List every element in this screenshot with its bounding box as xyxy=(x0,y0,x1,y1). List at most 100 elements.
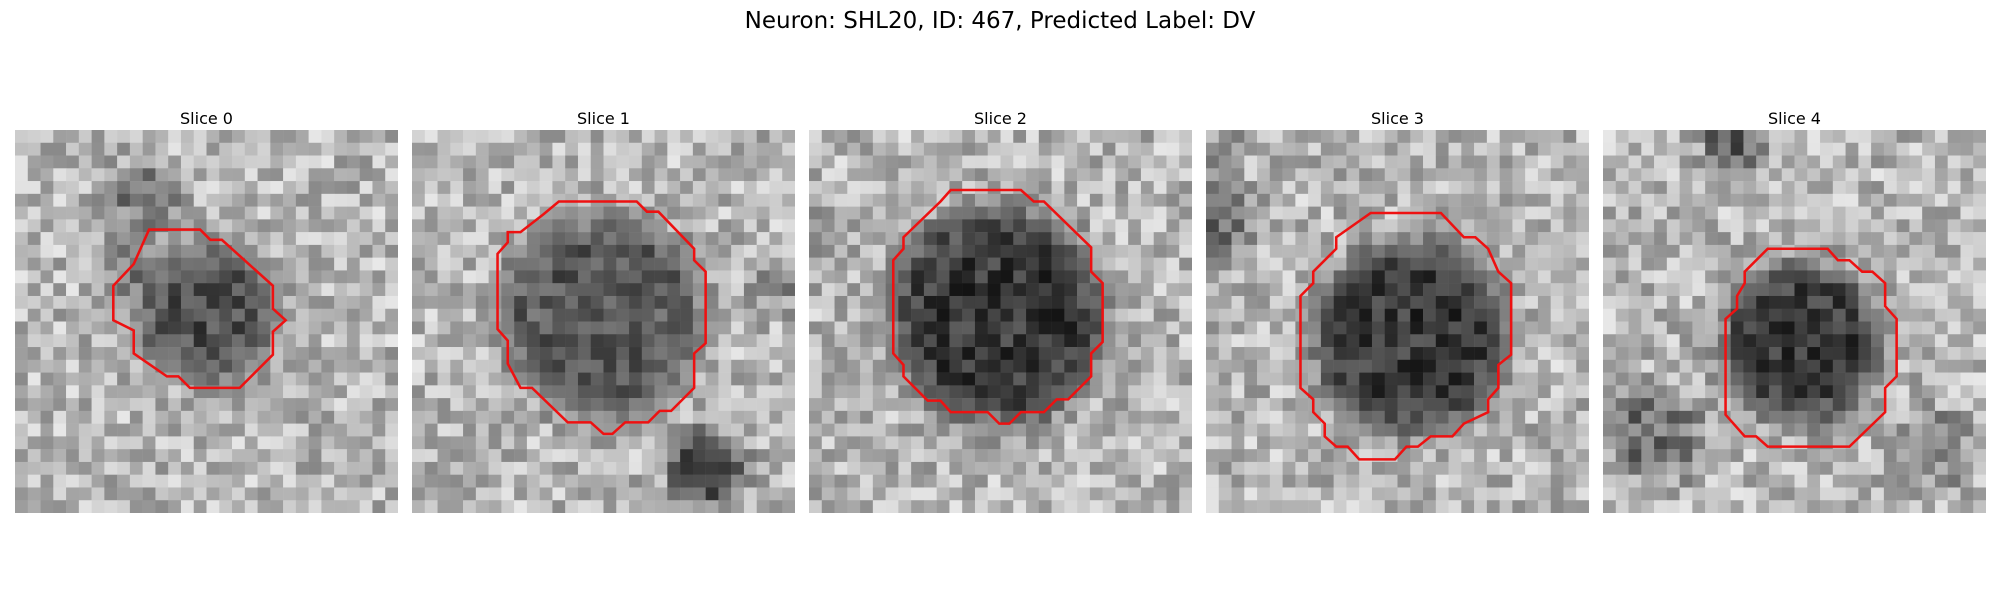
pixel xyxy=(1679,474,1693,488)
pixel xyxy=(1512,500,1526,513)
pixel xyxy=(78,398,92,412)
pixel xyxy=(1692,181,1706,195)
pixel xyxy=(1013,474,1027,488)
pixel xyxy=(1679,461,1693,475)
pixel xyxy=(40,142,54,156)
pixel xyxy=(1423,385,1437,399)
pixel xyxy=(1153,270,1167,284)
pixel xyxy=(1781,321,1795,335)
pixel xyxy=(654,142,668,156)
pixel xyxy=(1845,295,1859,309)
pixel xyxy=(385,295,398,309)
pixel xyxy=(1359,474,1373,488)
pixel xyxy=(603,449,617,463)
pixel xyxy=(78,270,92,284)
pixel xyxy=(475,385,489,399)
pixel xyxy=(731,181,745,195)
pixel xyxy=(91,410,105,424)
pixel xyxy=(1257,372,1271,386)
pixel xyxy=(15,487,29,501)
pixel xyxy=(654,232,668,246)
pixel xyxy=(501,398,515,412)
pixel xyxy=(129,461,143,475)
pixel xyxy=(206,398,220,412)
pixel xyxy=(680,372,694,386)
pixel xyxy=(1654,181,1668,195)
pixel xyxy=(731,257,745,271)
pixel xyxy=(1717,487,1731,501)
pixel xyxy=(1550,449,1564,463)
pixel xyxy=(232,436,246,450)
pixel xyxy=(885,155,899,169)
pixel xyxy=(680,334,694,348)
pixel xyxy=(1218,308,1232,322)
pixel xyxy=(346,385,360,399)
pixel xyxy=(1717,449,1731,463)
pixel xyxy=(1089,398,1103,412)
pixel xyxy=(1883,219,1897,233)
pixel xyxy=(860,410,874,424)
pixel xyxy=(1179,436,1192,450)
pixel xyxy=(1448,130,1462,144)
pixel xyxy=(1384,487,1398,501)
pixel xyxy=(1768,244,1782,258)
pixel xyxy=(308,308,322,322)
pixel xyxy=(1051,257,1065,271)
pixel xyxy=(334,449,348,463)
pixel xyxy=(1064,410,1078,424)
pixel xyxy=(244,155,258,169)
pixel xyxy=(1525,423,1539,437)
pixel xyxy=(1435,436,1449,450)
pixel xyxy=(1550,232,1564,246)
pixel xyxy=(1448,283,1462,297)
pixel xyxy=(1206,372,1220,386)
pixel xyxy=(1384,257,1398,271)
pixel xyxy=(1026,347,1040,361)
pixel xyxy=(692,410,706,424)
pixel xyxy=(1781,449,1795,463)
pixel xyxy=(577,206,591,220)
pixel xyxy=(756,500,770,513)
pixel xyxy=(1679,347,1693,361)
pixel xyxy=(1231,449,1245,463)
pixel xyxy=(1038,372,1052,386)
pixel xyxy=(1641,193,1655,207)
pixel xyxy=(1308,423,1322,437)
pixel xyxy=(1410,308,1424,322)
pixel xyxy=(1423,398,1437,412)
pixel xyxy=(321,219,335,233)
pixel xyxy=(1026,155,1040,169)
pixel xyxy=(987,232,1001,246)
pixel xyxy=(718,500,732,513)
pixel xyxy=(1820,461,1834,475)
pixel xyxy=(1756,423,1770,437)
pixel xyxy=(1717,130,1731,144)
pixel xyxy=(1153,168,1167,182)
pixel xyxy=(168,449,182,463)
pixel xyxy=(142,206,156,220)
pixel xyxy=(1179,130,1192,144)
pixel xyxy=(1051,219,1065,233)
pixel xyxy=(1909,142,1923,156)
pixel xyxy=(577,232,591,246)
pixel xyxy=(885,244,899,258)
pixel xyxy=(949,449,963,463)
pixel xyxy=(1743,372,1757,386)
pixel xyxy=(1934,398,1948,412)
pixel xyxy=(193,295,207,309)
pixel xyxy=(1153,206,1167,220)
pixel xyxy=(1435,270,1449,284)
pixel xyxy=(372,461,386,475)
pixel xyxy=(1000,168,1014,182)
pixel xyxy=(424,295,438,309)
pixel xyxy=(1922,372,1936,386)
pixel xyxy=(911,487,925,501)
pixel xyxy=(232,487,246,501)
pixel xyxy=(641,398,655,412)
pixel xyxy=(1384,181,1398,195)
pixel xyxy=(219,270,233,284)
pixel xyxy=(1896,372,1910,386)
pixel xyxy=(385,359,398,373)
pixel xyxy=(91,142,105,156)
pixel xyxy=(1603,500,1617,513)
